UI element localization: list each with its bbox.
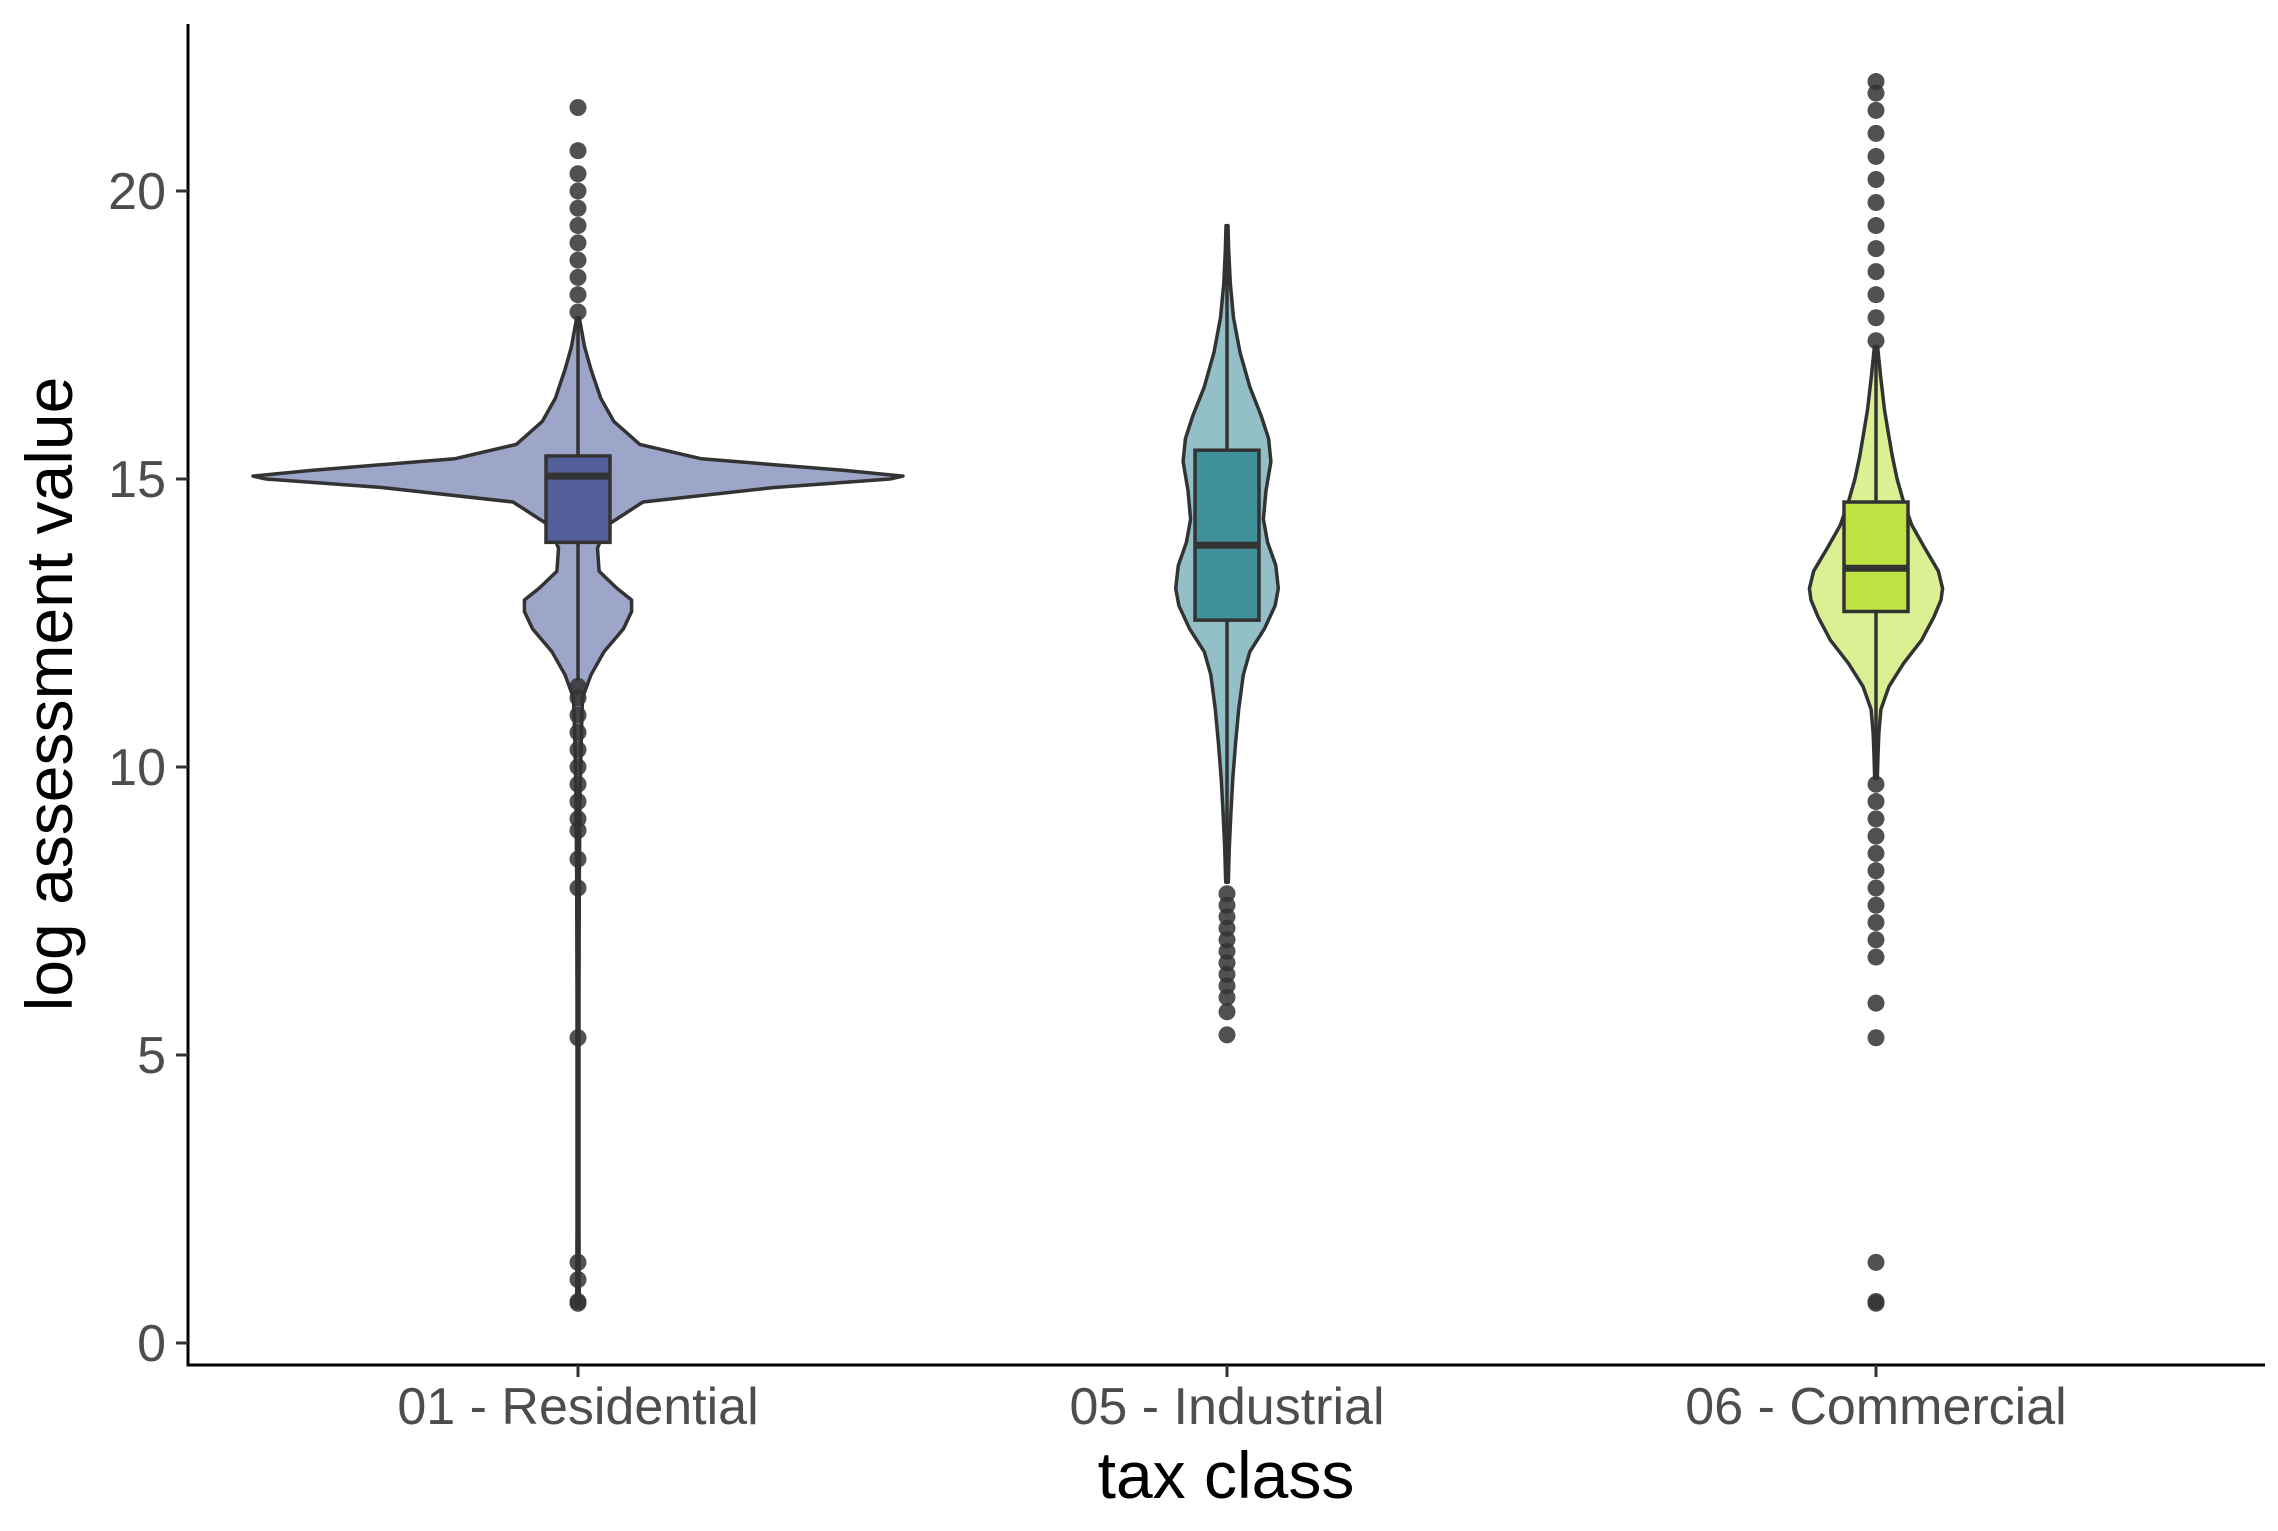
- outlier-point: [569, 165, 587, 183]
- violin-group-2: [1173, 223, 1281, 1044]
- x-axis-ticks: 01 - Residential 05 - Industrial 06 - Comm…: [397, 1365, 2067, 1436]
- outlier-point: [1867, 240, 1885, 258]
- outlier-point: [1867, 309, 1885, 327]
- outlier-point: [569, 758, 587, 776]
- outlier-point: [569, 1271, 587, 1289]
- outlier-point: [569, 775, 587, 793]
- outlier-point: [1867, 147, 1885, 165]
- outlier-point: [569, 268, 587, 286]
- outlier-point: [1867, 286, 1885, 304]
- y-tick-label: 15: [108, 451, 166, 509]
- outlier-point: [1867, 1253, 1885, 1271]
- outlier-point: [569, 810, 587, 828]
- outlier-point: [569, 251, 587, 269]
- violin-group-1: [251, 98, 905, 1312]
- outlier-point: [569, 723, 587, 741]
- outlier-point: [569, 741, 587, 759]
- outlier-point: [569, 879, 587, 897]
- outlier-point: [569, 98, 587, 116]
- outlier-point: [1867, 194, 1885, 212]
- plot-area: [251, 73, 1945, 1312]
- outlier-point: [1867, 1293, 1885, 1311]
- x-axis-title: tax class: [1098, 1438, 1355, 1512]
- outlier-point: [569, 217, 587, 235]
- y-axis-ticks: 0 5 10 15 20: [108, 163, 188, 1373]
- outlier-point: [1867, 844, 1885, 862]
- outlier-point: [1867, 914, 1885, 932]
- outlier-point: [1867, 810, 1885, 828]
- x-tick-label: 01 - Residential: [397, 1378, 758, 1436]
- outlier-point: [1218, 1026, 1236, 1044]
- outlier-point: [1867, 862, 1885, 880]
- outlier-point: [1867, 896, 1885, 914]
- outlier-point: [569, 706, 587, 724]
- outlier-point: [1218, 1003, 1236, 1021]
- outlier-point: [569, 199, 587, 217]
- outlier-point: [1867, 73, 1885, 91]
- y-tick-label: 5: [137, 1027, 166, 1085]
- outlier-point: [569, 1029, 587, 1047]
- y-axis-title: log assessment value: [12, 377, 86, 1012]
- outlier-point: [569, 793, 587, 811]
- outlier-point: [1867, 217, 1885, 235]
- outlier-point: [1867, 994, 1885, 1012]
- outlier-point: [1867, 793, 1885, 811]
- outlier-point: [1867, 170, 1885, 188]
- x-tick-label: 06 - Commercial: [1685, 1378, 2066, 1436]
- outlier-point: [569, 677, 587, 695]
- outlier-point: [1867, 263, 1885, 281]
- outlier-point: [1867, 775, 1885, 793]
- y-tick-label: 0: [137, 1315, 166, 1373]
- violin-group-3: [1807, 73, 1945, 1312]
- y-tick-label: 20: [108, 163, 166, 221]
- outlier-point: [1867, 931, 1885, 949]
- outlier-point: [569, 303, 587, 321]
- outlier-point: [569, 1253, 587, 1271]
- outlier-point: [569, 182, 587, 200]
- outlier-point: [1218, 885, 1236, 903]
- iqr-box: [1842, 500, 1910, 614]
- outlier-point: [1867, 827, 1885, 845]
- outlier-point: [1867, 124, 1885, 142]
- outlier-point: [1867, 101, 1885, 119]
- outlier-point: [1867, 1029, 1885, 1047]
- outlier-point: [569, 1293, 587, 1311]
- y-tick-label: 10: [108, 739, 166, 797]
- outlier-point: [1867, 332, 1885, 350]
- outlier-point: [569, 234, 587, 252]
- outlier-point: [569, 850, 587, 868]
- x-tick-label: 05 - Industrial: [1069, 1378, 1384, 1436]
- outlier-point: [1867, 879, 1885, 897]
- outlier-point: [569, 142, 587, 160]
- outlier-point: [1867, 948, 1885, 966]
- outlier-point: [569, 286, 587, 304]
- iqr-box: [1193, 448, 1261, 622]
- iqr-box: [544, 454, 612, 545]
